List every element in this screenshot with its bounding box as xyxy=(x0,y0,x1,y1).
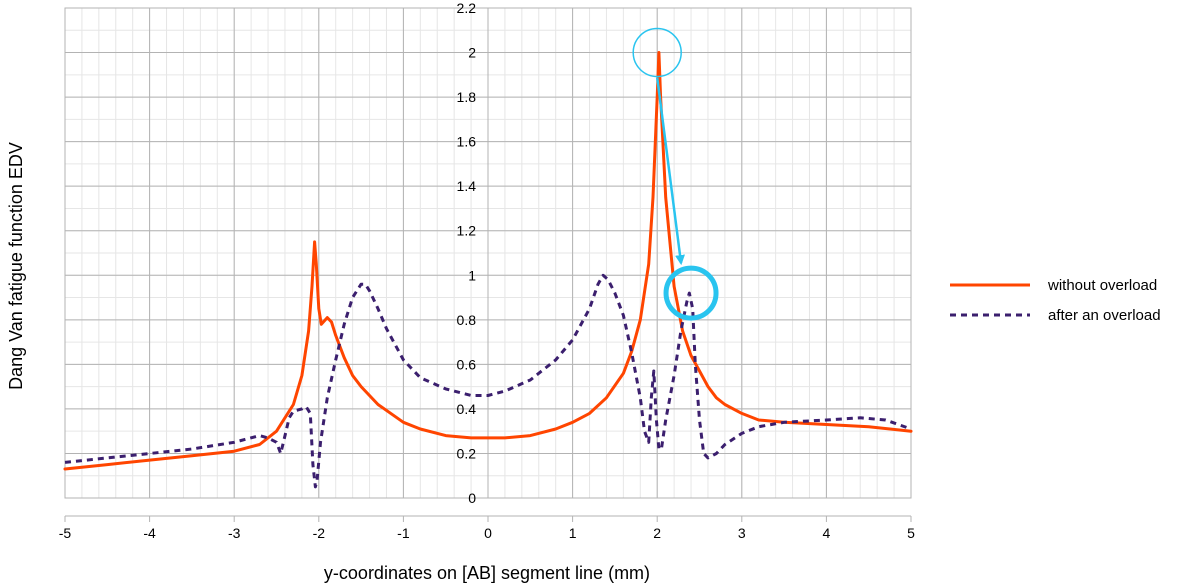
y-tick-label: 1.4 xyxy=(457,178,477,194)
y-tick-label: 0.4 xyxy=(457,401,477,417)
legend-label-2: after an overload xyxy=(1048,307,1161,324)
x-tick-label: -4 xyxy=(143,525,156,541)
x-tick-label: 4 xyxy=(823,525,831,541)
axes xyxy=(64,8,912,522)
y-tick-label: 1 xyxy=(468,267,476,283)
x-tick-label: 0 xyxy=(484,525,492,541)
series-line-2 xyxy=(64,273,912,489)
y-tick-label: 0.6 xyxy=(457,356,477,372)
y-tick-label: 1.6 xyxy=(457,134,477,150)
x-tick-label: 2 xyxy=(653,525,661,541)
y-tick-label: 0.2 xyxy=(457,445,477,461)
x-tick-label: -1 xyxy=(397,525,410,541)
legend: without overload after an overload xyxy=(950,277,1161,324)
x-tick-label: 3 xyxy=(738,525,746,541)
x-tick-label: -5 xyxy=(59,525,72,541)
y-tick-label: 2.2 xyxy=(457,0,477,16)
series-lines xyxy=(63,51,913,489)
x-tick-label: -3 xyxy=(228,525,241,541)
legend-label-1: without overload xyxy=(1047,277,1157,294)
y-axis-label: Dang Van fatigue function EDV xyxy=(6,142,26,390)
annotations xyxy=(632,27,719,321)
y-tick-label: 1.2 xyxy=(457,223,477,239)
y-tick-label: 0 xyxy=(468,490,476,506)
series-line-1 xyxy=(63,51,913,471)
x-axis-label: y-coordinates on [AB] segment line (mm) xyxy=(324,563,650,583)
x-tick-label: -2 xyxy=(313,525,326,541)
y-tick-label: 2 xyxy=(468,45,476,61)
peak-highlight-circle xyxy=(632,27,682,78)
x-tick-label: 1 xyxy=(569,525,577,541)
shift-arrow xyxy=(655,77,685,266)
y-tick-label: 1.8 xyxy=(457,89,477,105)
overload-highlight-circle xyxy=(663,265,719,321)
tick-labels: -5 -4 -3 -2 -1 0 1 2 3 4 5 0 0.2 0.4 0.6 0.8 1 1.2 1.4 1.6 1… xyxy=(59,0,915,541)
y-tick-label: 0.8 xyxy=(457,312,477,328)
x-tick-label: 5 xyxy=(907,525,915,541)
